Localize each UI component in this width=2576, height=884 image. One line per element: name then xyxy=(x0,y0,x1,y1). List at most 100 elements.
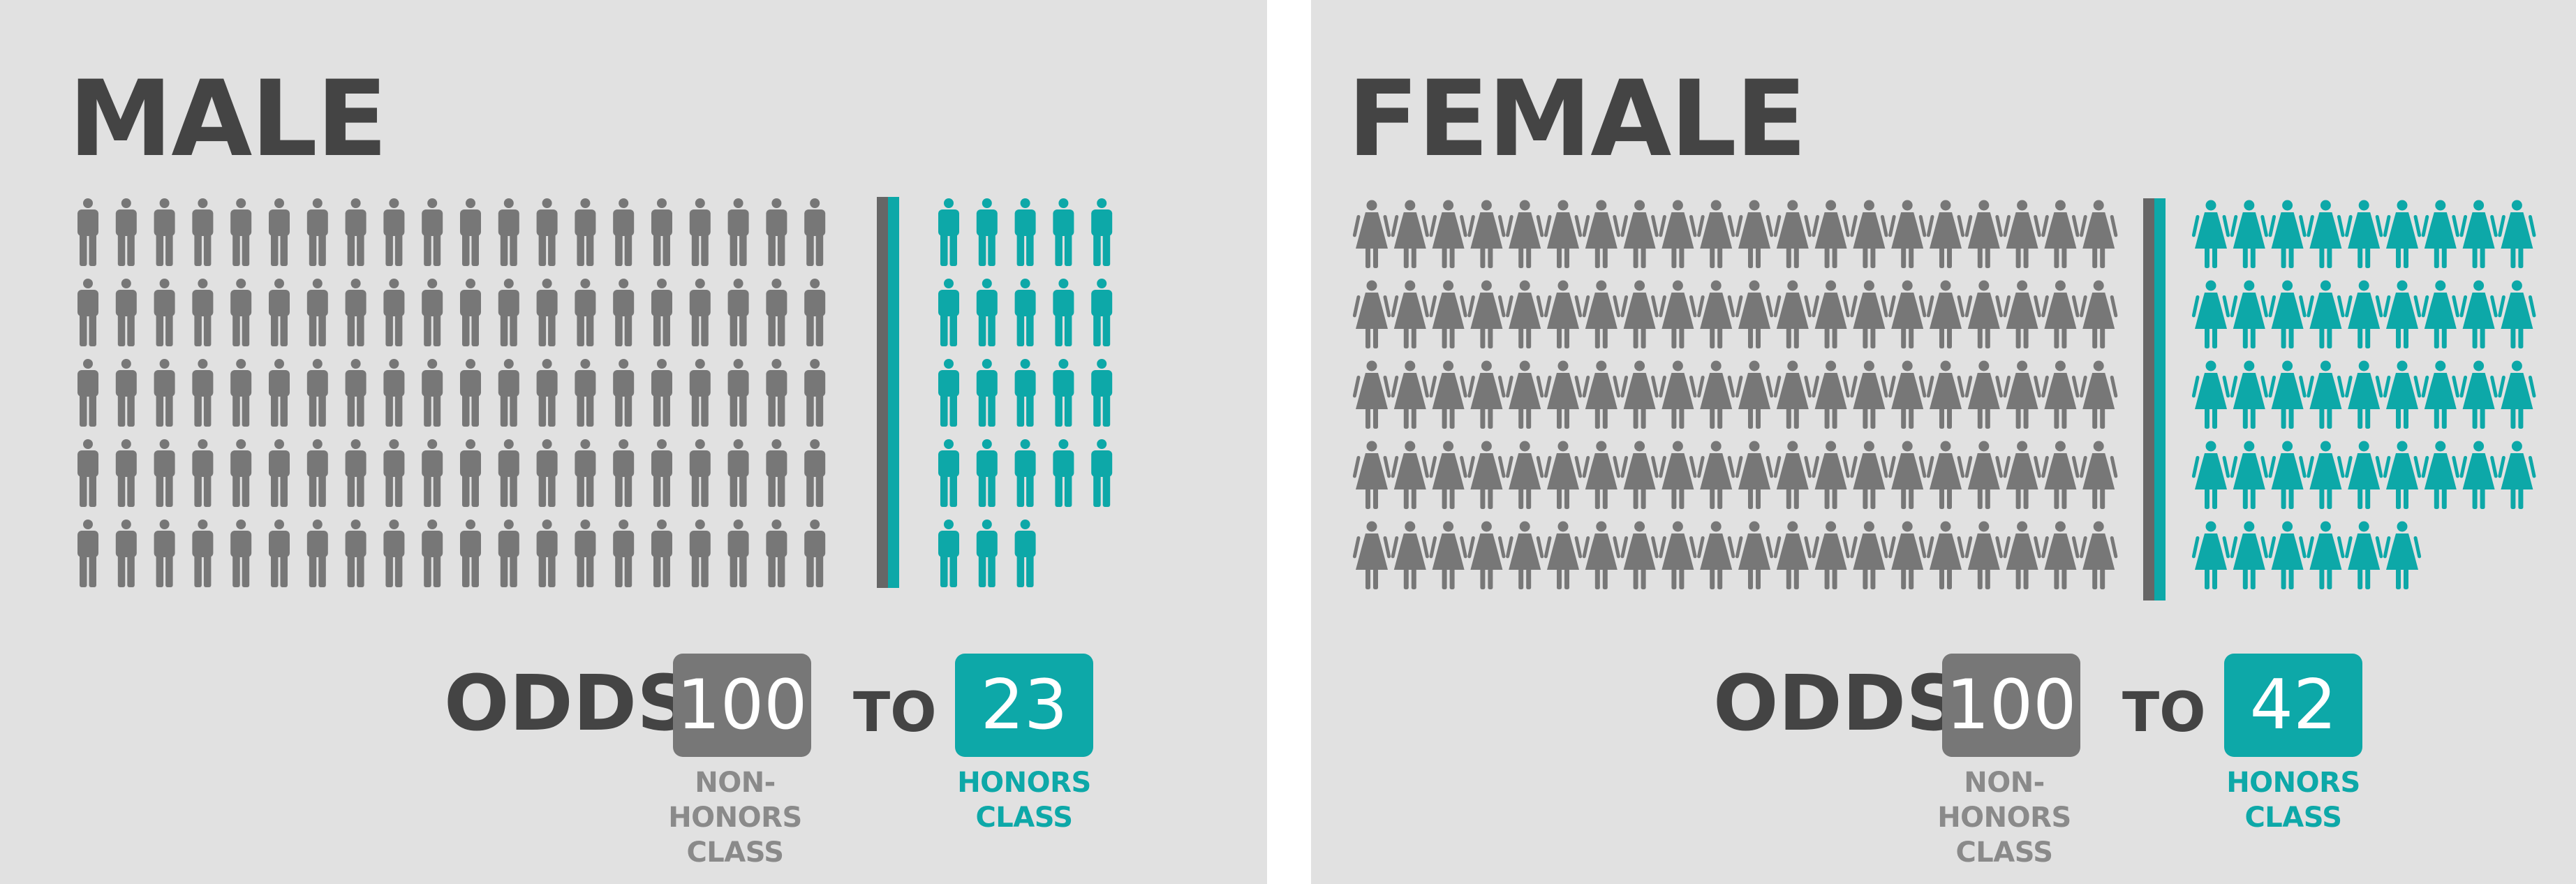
non-honors-person-icon xyxy=(575,439,596,507)
honors-person-icon xyxy=(2230,280,2268,348)
non-honors-person-icon xyxy=(154,198,175,266)
non-honors-person-icon xyxy=(1735,360,1774,429)
non-honors-person-icon xyxy=(575,198,596,266)
non-honors-person-icon xyxy=(306,359,328,427)
non-honors-person-icon xyxy=(1391,441,1429,509)
honors-class-label: HONORS CLASS xyxy=(957,767,1091,834)
non-honors-person-icon xyxy=(1620,521,1659,589)
non-honors-person-icon xyxy=(1582,200,1620,268)
non-honors-person-icon xyxy=(1391,200,1429,268)
non-honors-person-icon xyxy=(1850,200,1888,268)
non-honors-person-icon xyxy=(1506,280,1544,348)
non-honors-person-icon xyxy=(1582,280,1620,348)
non-honors-person-icon xyxy=(2003,441,2041,509)
non-honors-person-icon xyxy=(689,279,711,346)
non-honors-person-icon xyxy=(1659,280,1697,348)
non-honors-person-icon xyxy=(1773,200,1812,268)
non-honors-person-icon xyxy=(1352,360,1391,429)
honors-person-icon xyxy=(938,520,959,587)
non-honors-person-icon xyxy=(766,198,787,266)
honors-person-icon xyxy=(1014,279,1036,346)
non-honors-person-icon xyxy=(115,279,137,346)
non-honors-person-icon xyxy=(766,359,787,427)
honors-person-icon xyxy=(2230,360,2268,429)
non-honors-person-icon xyxy=(1391,360,1429,429)
non-honors-person-icon xyxy=(536,439,558,507)
female-panel-title: FEMALE xyxy=(1347,59,1807,180)
honors-person-icon xyxy=(2268,441,2307,509)
non-honors-person-icon xyxy=(1926,360,1965,429)
non-honors-person-icon xyxy=(154,520,175,587)
non-honors-person-icon xyxy=(575,359,596,427)
honors-person-icon xyxy=(2268,200,2307,268)
non-honors-person-icon xyxy=(536,359,558,427)
non-honors-person-icon xyxy=(1352,441,1391,509)
honors-person-icon xyxy=(2345,280,2383,348)
non-honors-person-icon xyxy=(651,198,672,266)
non-honors-person-icon xyxy=(1582,360,1620,429)
honors-person-icon xyxy=(2345,200,2383,268)
non-honors-person-icon xyxy=(306,198,328,266)
honors-person-icon xyxy=(1053,439,1074,507)
non-honors-person-icon xyxy=(230,520,252,587)
non-honors-person-icon xyxy=(536,520,558,587)
honors-person-icon xyxy=(2345,360,2383,429)
non-honors-person-icon xyxy=(1620,441,1659,509)
honors-person-icon xyxy=(2421,280,2459,348)
honors-person-icon xyxy=(976,198,998,266)
non-honors-person-icon xyxy=(154,439,175,507)
non-honors-person-icon xyxy=(460,198,481,266)
honors-person-icon xyxy=(2191,280,2230,348)
honors-person-icon xyxy=(2459,280,2498,348)
non-honors-person-icon xyxy=(498,198,519,266)
non-honors-person-icon xyxy=(1659,360,1697,429)
non-honors-person-icon xyxy=(1506,200,1544,268)
male-panel-title: MALE xyxy=(68,59,387,180)
non-honors-person-icon xyxy=(192,279,214,346)
honors-person-icon xyxy=(976,520,998,587)
honors-person-icon xyxy=(1091,279,1113,346)
honors-person-icon xyxy=(1091,198,1113,266)
non-honors-person-icon xyxy=(383,439,405,507)
honors-person-icon xyxy=(2498,280,2536,348)
honors-person-icon xyxy=(2307,280,2345,348)
non-honors-person-icon xyxy=(613,198,635,266)
honors-person-icon xyxy=(2345,521,2383,589)
non-honors-person-icon xyxy=(804,198,826,266)
non-honors-person-icon xyxy=(306,520,328,587)
non-honors-person-icon xyxy=(1812,441,1850,509)
honors-person-icon xyxy=(938,439,959,507)
non-honors-person-icon xyxy=(77,439,98,507)
non-honors-person-icon xyxy=(1620,200,1659,268)
non-honors-person-icon xyxy=(1773,280,1812,348)
non-honors-person-icon xyxy=(1697,521,1735,589)
non-honors-person-icon xyxy=(1888,280,1927,348)
non-honors-person-icon xyxy=(1429,441,1467,509)
non-honors-person-icon xyxy=(1964,200,2003,268)
non-honors-person-icon xyxy=(2003,360,2041,429)
non-honors-person-icon xyxy=(77,359,98,427)
non-honors-person-icon xyxy=(77,279,98,346)
non-honors-person-icon xyxy=(2080,521,2118,589)
honors-person-icon xyxy=(1014,198,1036,266)
non-honors-person-icon xyxy=(766,279,787,346)
non-honors-person-icon xyxy=(269,279,290,346)
honors-person-icon xyxy=(2421,200,2459,268)
non-honors-person-icon xyxy=(1429,521,1467,589)
honors-person-icon xyxy=(2307,360,2345,429)
honors-person-icon xyxy=(1053,279,1074,346)
non-honors-person-icon xyxy=(460,520,481,587)
non-honors-person-icon xyxy=(1544,441,1583,509)
non-honors-person-icon xyxy=(1926,200,1965,268)
non-honors-person-icon xyxy=(1506,360,1544,429)
non-honors-person-icon xyxy=(1544,521,1583,589)
non-honors-person-icon xyxy=(345,279,367,346)
honors-person-icon xyxy=(1053,198,1074,266)
honors-person-icon xyxy=(1014,520,1036,587)
honors-person-icon xyxy=(2268,521,2307,589)
non-honors-person-icon xyxy=(651,359,672,427)
non-honors-person-icon xyxy=(383,359,405,427)
non-honors-person-icon xyxy=(1544,280,1583,348)
non-honors-person-icon xyxy=(498,439,519,507)
honors-person-icon xyxy=(2307,200,2345,268)
